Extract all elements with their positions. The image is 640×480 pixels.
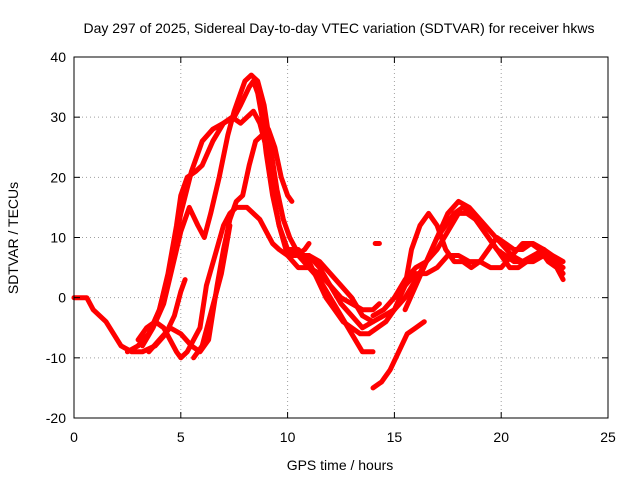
tick-layer: 0 5 10 15 20 25 -20 -10 0 10 20 30 40	[46, 49, 616, 445]
y-tick-label: 20	[50, 169, 66, 185]
y-tick-label: -10	[46, 350, 66, 366]
data-layer	[71, 72, 566, 391]
y-tick-label: 0	[58, 290, 66, 306]
y-tick-label: 10	[50, 230, 66, 246]
series-track-f	[135, 204, 312, 361]
series-track-a	[71, 277, 188, 355]
x-tick-label: 20	[493, 429, 509, 445]
series-track-i	[306, 210, 566, 331]
x-tick-label: 25	[600, 429, 616, 445]
series-track-j	[370, 241, 566, 319]
x-tick-label: 0	[70, 429, 78, 445]
series-track-l	[402, 204, 566, 313]
x-tick-label: 15	[387, 429, 403, 445]
x-axis-label: GPS time / hours	[287, 457, 394, 473]
y-tick-label: 30	[50, 109, 66, 125]
series-track-d	[139, 72, 376, 349]
series-track-g	[191, 223, 233, 361]
y-axis-label: SDTVAR / TECUs	[5, 182, 21, 294]
x-tick-label: 5	[177, 429, 185, 445]
x-tick-label: 10	[280, 429, 296, 445]
y-tick-label: -20	[46, 410, 66, 426]
grid-layer	[74, 57, 608, 418]
y-tick-label: 40	[50, 49, 66, 65]
chart-title: Day 297 of 2025, Sidereal Day-to-day VTE…	[84, 20, 595, 36]
series-track-m	[370, 319, 427, 391]
